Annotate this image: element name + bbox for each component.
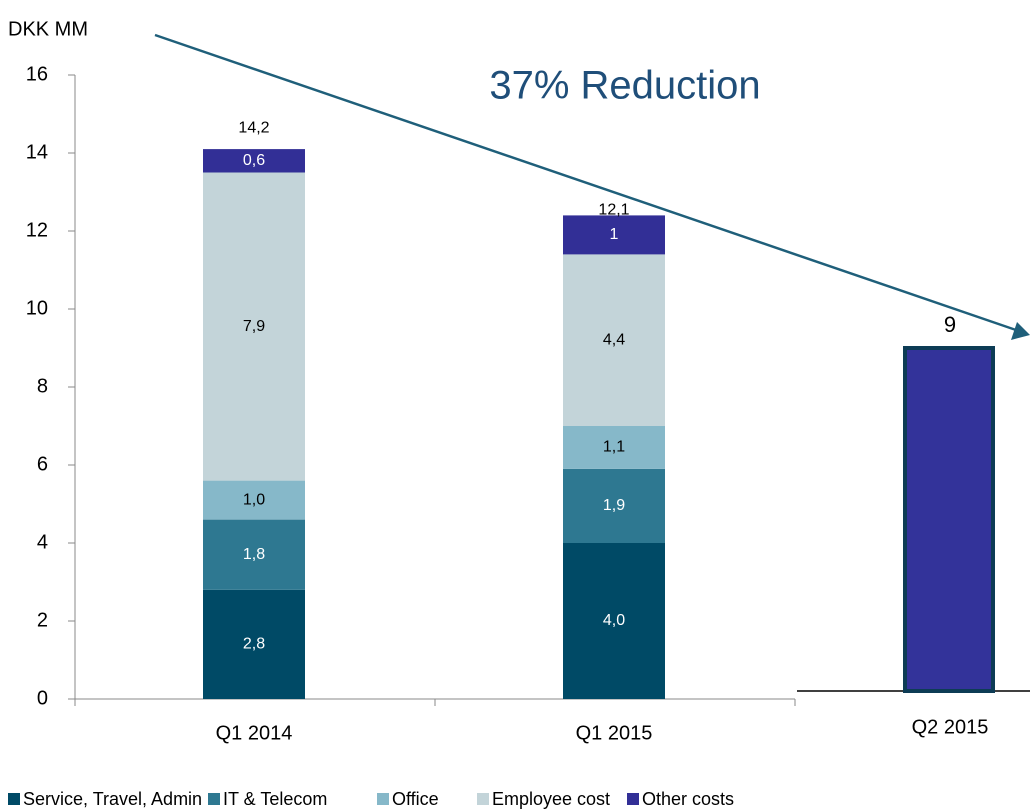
legend-swatch bbox=[377, 793, 389, 805]
arrow-head bbox=[1011, 322, 1030, 340]
value-label: 7,9 bbox=[243, 318, 265, 335]
legend-swatch bbox=[477, 793, 489, 805]
total-label: 9 bbox=[944, 312, 956, 337]
y-tick-label: 14 bbox=[26, 141, 48, 163]
y-tick-label: 4 bbox=[37, 531, 48, 553]
bar-segment bbox=[563, 543, 665, 699]
legend-label: Service, Travel, Admin bbox=[23, 789, 202, 809]
trend-arrow bbox=[154, 33, 1017, 332]
bar-segment bbox=[203, 519, 305, 590]
value-label: 1,8 bbox=[243, 546, 265, 563]
y-tick-label: 10 bbox=[26, 297, 48, 319]
y-tick-label: 2 bbox=[37, 609, 48, 631]
y-tick-label: 8 bbox=[37, 375, 48, 397]
bar-segment bbox=[563, 426, 665, 469]
bar-segment bbox=[563, 254, 665, 426]
bar-segment bbox=[203, 480, 305, 520]
y-tick-label: 6 bbox=[37, 453, 48, 475]
total-bar bbox=[903, 346, 995, 693]
total-label: 14,2 bbox=[238, 119, 269, 136]
legend-label: Office bbox=[392, 789, 439, 809]
y-tick-label: 12 bbox=[26, 219, 48, 241]
value-label: 1,1 bbox=[603, 439, 625, 456]
y-tick-label: 16 bbox=[26, 63, 48, 85]
y-tick-label: 0 bbox=[37, 687, 48, 709]
value-label: 1 bbox=[610, 226, 619, 243]
x-tick-label: Q2 2015 bbox=[912, 716, 989, 738]
annotation: 37% Reduction bbox=[489, 64, 760, 108]
y-axis-label: DKK MM bbox=[8, 18, 88, 40]
value-label: 1,9 bbox=[603, 497, 625, 514]
legend-label: Other costs bbox=[642, 789, 734, 809]
value-label: 4,0 bbox=[603, 612, 625, 629]
bar-segment bbox=[563, 215, 665, 255]
legend-swatch bbox=[627, 793, 639, 805]
legend-swatch bbox=[208, 793, 220, 805]
legend-swatch bbox=[8, 793, 20, 805]
bar-segment bbox=[203, 172, 305, 481]
total-label: 12,1 bbox=[598, 201, 629, 218]
legend-label: IT & Telecom bbox=[223, 789, 327, 809]
bar-segment bbox=[563, 468, 665, 543]
legend-label: Employee cost bbox=[492, 789, 610, 809]
value-label: 2,8 bbox=[243, 636, 265, 653]
value-label: 1,0 bbox=[243, 491, 265, 508]
bar-segment bbox=[203, 149, 305, 173]
x-tick-label: Q1 2014 bbox=[216, 722, 293, 744]
bar-segment bbox=[203, 589, 305, 699]
value-label: 4,4 bbox=[603, 331, 625, 348]
value-label: 0,6 bbox=[243, 152, 265, 169]
x-tick-label: Q1 2015 bbox=[576, 722, 653, 744]
